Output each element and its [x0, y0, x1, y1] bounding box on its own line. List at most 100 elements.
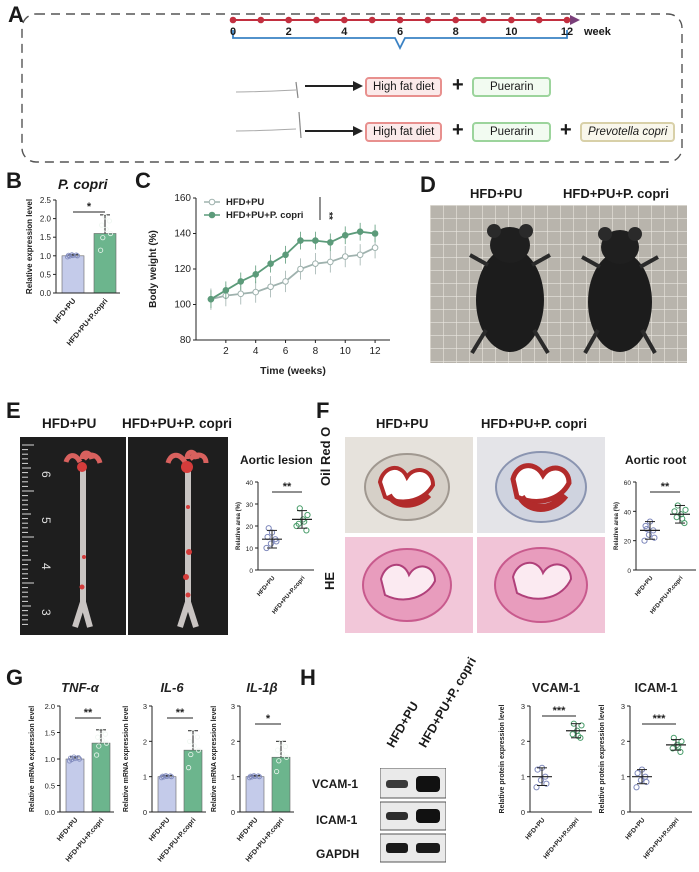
data-point: [678, 738, 685, 745]
series-point-0: [356, 251, 364, 259]
panel-label-b: B: [6, 168, 22, 193]
data-point: [188, 751, 194, 758]
data-point: [283, 754, 290, 760]
legend-label-2: HFD+PU+P. copri: [226, 210, 303, 221]
data-point: [533, 784, 540, 791]
x-tick-label: 8: [313, 346, 319, 357]
data-point: [191, 743, 197, 749]
blot-label-gapdh: GAPDH: [316, 847, 360, 861]
x-tick-label: 2: [223, 346, 229, 357]
data-point: [102, 214, 108, 220]
bar-1: [183, 749, 203, 813]
y-tick-label: 80: [180, 335, 192, 346]
timeline-tick-0: 0: [229, 26, 237, 38]
data-point: [643, 525, 650, 533]
y-tick-label: 160: [174, 193, 191, 204]
histology-images: [345, 437, 605, 633]
series-point-0: [282, 278, 289, 285]
row-label-he: HE: [322, 571, 337, 590]
bar-chart-b: 0.0 0.5 1.0 1.5 2.0 2.5 Relative expression le…: [25, 196, 120, 348]
series-point-0: [312, 260, 319, 267]
panel-label-f: F: [316, 398, 330, 423]
timeline-arrowhead: [570, 15, 580, 25]
series-point-0: [267, 283, 274, 291]
data-point: [275, 747, 281, 753]
lane-labels: HFD+PU HFD+PU+P. copri: [378, 655, 498, 750]
y-tick-label: 60: [624, 480, 632, 487]
data-point: [194, 734, 201, 740]
y-tick-label: 3: [521, 702, 525, 711]
timeline-dot-8: [452, 16, 459, 24]
y-axis-label: Relative mRNA expression level: [211, 706, 218, 812]
x-tick-label: 4: [253, 346, 259, 357]
decor-line-1: [235, 89, 297, 93]
mouse-photo-drawing: [430, 205, 687, 363]
data-point: [293, 522, 300, 530]
series-point-1: [207, 295, 215, 303]
bar-chart-g2: IL-6 0 1 2 3 Relative mRNA expression level **…: [123, 680, 206, 864]
chart-c: 80 100 120 140 160 Body weight (%) 2 4 6 8 10 12 Tim…: [140, 180, 402, 385]
data-point: [633, 784, 640, 791]
ruler-mark-4: 4: [39, 563, 53, 570]
y-axis-label: Relative mRNA expression level: [29, 706, 36, 812]
data-point: [276, 758, 282, 764]
data-point: [190, 730, 196, 736]
histology-drawing: [345, 437, 605, 633]
y-tick-label: 3: [621, 702, 625, 711]
y-tick-label: 1.0: [45, 755, 55, 764]
western-blot: [380, 768, 446, 863]
bar-0: [157, 776, 177, 813]
category-label-1: HFD+PU+P.copri: [542, 817, 580, 861]
bar-0: [65, 758, 85, 813]
bar-0: [245, 776, 265, 813]
timeline-dot-4: [341, 16, 348, 24]
panel-f-label-2: HFD+PU+P. copri: [481, 416, 587, 431]
data-point: [643, 778, 650, 786]
significance-label: **: [661, 481, 670, 493]
chart-title: ICAM-1: [634, 681, 677, 695]
dot-chart-h2: ICAM-1 0 1 2 3 Relative protein expression le…: [599, 681, 694, 860]
band-gapdh-1: [386, 843, 408, 853]
dot-chart-e: 0 10 20 30 40 Relative area (%) ** HFD+PUHFD+PU…: [236, 480, 320, 615]
timeline-dot-11: [535, 16, 543, 24]
category-label-0: HFD+PU: [51, 297, 77, 326]
series-point-1: [222, 287, 230, 294]
timeline-dot-0: [229, 16, 237, 24]
oil-red-2-tissue: [495, 451, 587, 523]
line-chart-c: 80 100 120 140 160 Body weight (%) 2 4 6 8 10 12 Tim…: [148, 193, 390, 377]
timeline-tick-10: 10: [505, 26, 518, 38]
data-point: [274, 768, 280, 775]
timeline-tick-2: 2: [285, 26, 292, 38]
category-label-1: HFD+PU+P.copri: [272, 575, 307, 615]
legend-label-1: HFD+PU: [226, 197, 264, 208]
panel-b-title: P. copri: [58, 176, 108, 192]
timeline-tick-8: 8: [452, 26, 459, 38]
timeline-bracket: [232, 30, 568, 51]
bar-1: [93, 233, 117, 294]
aorta-photo-drawing: 6 5 4 3: [22, 437, 209, 635]
timeline-tick-4: 4: [341, 26, 348, 38]
data-point: [637, 777, 645, 784]
data-point: [187, 738, 193, 745]
arrowhead-row-2: [353, 126, 363, 136]
data-point: [641, 537, 648, 544]
y-tick-label: 2.5: [40, 196, 52, 205]
aorta-2: [165, 449, 209, 628]
data-point: [278, 740, 284, 746]
y-tick-label: 40: [246, 480, 254, 487]
chart-title: IL-1β: [246, 680, 277, 695]
y-axis-label: Relative area (%): [614, 502, 620, 550]
bar-1: [271, 756, 291, 813]
dot-chart-f: 0 20 40 60 Relative area (%) ** HFD+PUHFD+PU+P…: [614, 480, 698, 615]
y-tick-label: 0.5: [45, 782, 55, 791]
panel-f-title: Aortic root: [625, 453, 687, 467]
series-line-1: [210, 230, 376, 300]
category-label-0: HFD+PU: [524, 817, 546, 842]
data-point: [651, 534, 658, 541]
y-tick-label: 1: [143, 773, 147, 782]
chart-e: 0 10 20 30 40 Relative area (%) ** HFD+PU HFD+PU…: [232, 470, 320, 635]
blot-label-vcam: VCAM-1: [312, 777, 359, 791]
panel-label-a: A: [8, 2, 24, 27]
data-point: [669, 745, 676, 752]
panel-d-label-2: HFD+PU+P. copri: [563, 186, 669, 201]
